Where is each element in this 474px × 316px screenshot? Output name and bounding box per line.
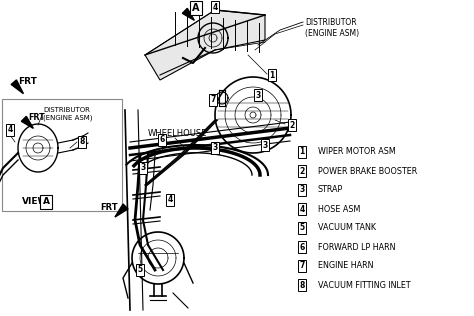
Polygon shape: [115, 204, 128, 217]
Text: 3: 3: [140, 163, 146, 173]
Text: DISTRIBUTOR
(ENGINE ASM): DISTRIBUTOR (ENGINE ASM): [43, 107, 92, 121]
Text: 5: 5: [137, 265, 143, 275]
Text: STRAP: STRAP: [318, 185, 343, 195]
Text: 3: 3: [263, 141, 268, 149]
Text: 1: 1: [269, 70, 274, 80]
Text: 3: 3: [255, 90, 261, 100]
Text: HOSE ASM: HOSE ASM: [318, 204, 360, 214]
Text: FRT: FRT: [18, 77, 37, 87]
Text: VACUUM FITTING INLET: VACUUM FITTING INLET: [318, 281, 410, 289]
FancyBboxPatch shape: [0, 0, 295, 316]
Text: A: A: [192, 3, 200, 13]
Text: 3: 3: [300, 185, 305, 195]
Text: 4: 4: [167, 196, 173, 204]
Text: 6: 6: [300, 242, 305, 252]
Text: 1: 1: [300, 148, 305, 156]
Polygon shape: [182, 8, 194, 20]
Polygon shape: [21, 116, 33, 128]
Text: A: A: [43, 198, 49, 206]
Polygon shape: [145, 10, 265, 80]
Text: VIEW: VIEW: [22, 198, 48, 206]
Text: 4: 4: [300, 204, 305, 214]
Text: 7: 7: [210, 95, 216, 105]
Polygon shape: [11, 80, 23, 94]
Text: 3: 3: [212, 143, 218, 153]
Text: WHEELHOUSE: WHEELHOUSE: [148, 129, 207, 137]
Text: VACUUM TANK: VACUUM TANK: [318, 223, 376, 233]
Text: 8: 8: [299, 281, 305, 289]
Text: 2: 2: [289, 120, 295, 130]
Text: 4: 4: [212, 3, 218, 11]
Text: DISTRIBUTOR
(ENGINE ASM): DISTRIBUTOR (ENGINE ASM): [305, 18, 359, 38]
Text: FRT: FRT: [28, 113, 45, 123]
Text: 4: 4: [8, 125, 13, 135]
Text: WIPER MOTOR ASM: WIPER MOTOR ASM: [318, 148, 396, 156]
Text: FORWARD LP HARN: FORWARD LP HARN: [318, 242, 395, 252]
FancyBboxPatch shape: [2, 99, 122, 211]
Text: ENGINE HARN: ENGINE HARN: [318, 262, 374, 270]
Text: FRT: FRT: [100, 203, 118, 211]
Text: 5: 5: [300, 223, 305, 233]
Text: 6: 6: [159, 136, 164, 144]
Text: 2: 2: [300, 167, 305, 175]
Text: 8: 8: [79, 137, 85, 147]
Text: POWER BRAKE BOOSTER: POWER BRAKE BOOSTER: [318, 167, 417, 175]
Text: 7: 7: [299, 262, 305, 270]
FancyBboxPatch shape: [295, 0, 474, 316]
